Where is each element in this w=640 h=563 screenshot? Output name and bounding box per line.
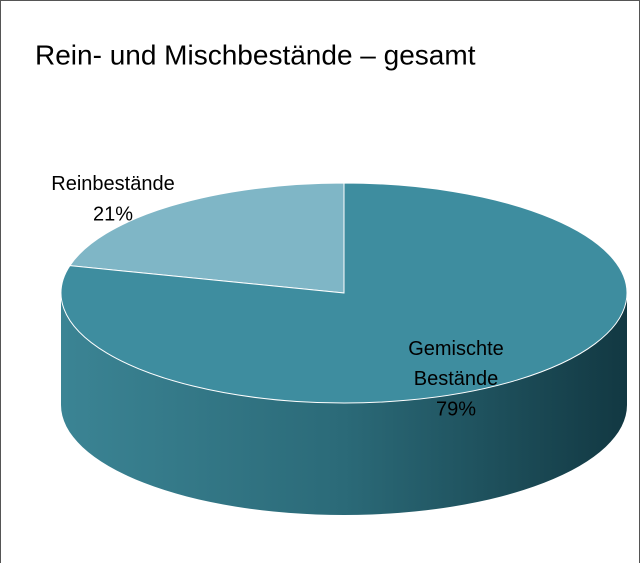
slice-value-label: 21% [93, 203, 133, 225]
label-line: Gemischte [408, 338, 504, 360]
chart-title: Rein- und Mischbestände – gesamt [35, 39, 476, 70]
label-line: Reinbestände [51, 173, 174, 195]
slice-label: Gemischte Bestände [408, 338, 504, 390]
pie-slice [60, 182, 628, 404]
pie-side [61, 293, 627, 515]
pie-slice [69, 182, 345, 294]
label-line: Bestände [414, 368, 499, 390]
slice-label: Reinbestände [51, 173, 174, 195]
slice-value-label: 79% [436, 398, 476, 420]
